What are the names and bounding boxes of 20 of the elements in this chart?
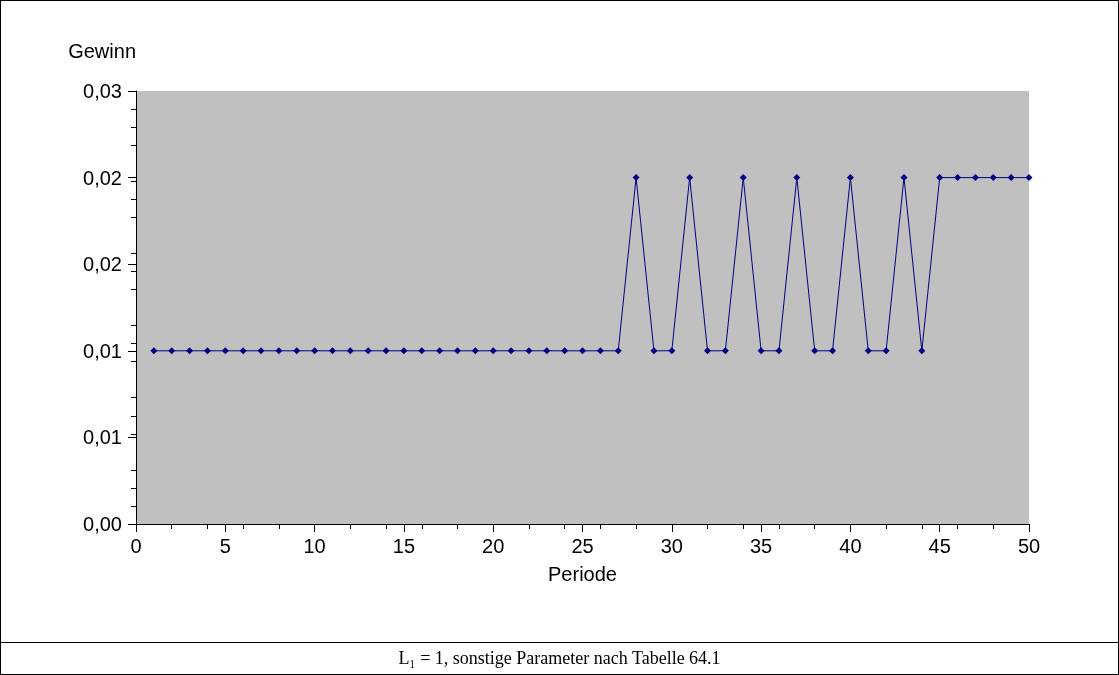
x-tick-label: 45: [928, 535, 951, 557]
x-tick-label: 50: [1017, 535, 1041, 557]
y-tick-label: 0,03: [83, 80, 122, 102]
x-tick-label: 20: [482, 535, 505, 557]
y-axis-title: Gewinn: [68, 40, 136, 62]
x-tick-label: 15: [392, 535, 416, 557]
y-tick-label: 0,00: [83, 513, 122, 535]
text: L₁ = 1, sonstige Parameter nach Tabelle 64.1: [397, 647, 722, 670]
x-axis-title: Periode: [548, 563, 617, 585]
y-tick-label: 0,01: [83, 339, 122, 362]
y-tick-label: 0,02: [83, 166, 122, 189]
x-tick-label: 30: [660, 535, 683, 557]
x-tick-label: 40: [839, 535, 862, 557]
y-tick-label: 0,01: [83, 426, 122, 449]
x-tick-label: 10: [303, 535, 326, 557]
x-tick-label: 0: [130, 535, 142, 557]
x-tick-label: 35: [749, 535, 773, 557]
x-tick-label: 25: [571, 535, 594, 557]
x-tick-label: 5: [219, 535, 231, 557]
y-tick-label: 0,02: [83, 253, 122, 276]
